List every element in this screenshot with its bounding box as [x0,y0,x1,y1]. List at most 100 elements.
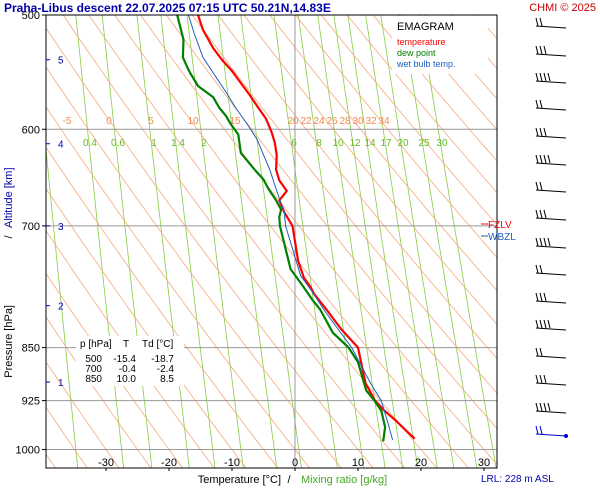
wind-barb-feather [535,72,539,82]
mixing-ratio-label: 0.6 [111,138,125,149]
wind-barb-shaft [535,107,567,111]
wind-barb-feather [543,72,547,82]
wind-barb-icon [535,45,567,57]
wind-barb-icon [535,72,567,84]
mixing-ratio-line [136,15,190,468]
legend-title: EMAGRAM [397,21,454,33]
mixing-ratio-line [160,15,216,468]
dry-adiabat-label: 24 [313,116,325,127]
wind-barb-shaft [535,355,567,359]
wind-barb-icon [535,347,567,359]
mixing-ratio-line [101,15,153,468]
y-axis-title-separator: / [3,235,15,239]
wind-barb-icon [535,402,567,414]
mixing-ratio-label: 1.4 [171,138,185,149]
wind-barb-feather [535,237,539,247]
wind-barb-feather [539,319,543,329]
dry-adiabat-line [114,15,469,468]
wind-barb-feather [535,45,539,55]
pressure-tick-label: 925 [22,396,40,408]
mixing-ratio-line [380,15,455,468]
mixing-ratio-label: 17 [380,138,392,149]
wind-barb-icon [535,292,567,304]
wind-barb-icon [535,374,567,386]
wind-barb-icon [535,425,568,438]
table-header-td: Td [°C] [142,339,173,350]
dry-adiabat-line [46,146,279,468]
profile-series [176,15,416,442]
wind-barb-shaft [535,53,567,57]
mixing-ratio-label: 6 [291,138,297,149]
wind-barb-icon [535,17,567,29]
wind-barb-feather [547,402,551,412]
mixing-ratio-line [333,15,404,468]
mixing-ratio-label: 8 [316,138,322,149]
y-axis-title-pressure: Pressure [hPa] [3,305,15,378]
pressure-tick-label: 500 [22,10,40,22]
wind-barb-feather [535,374,539,384]
wind-barb-shaft [535,272,567,276]
dry-adiabat-line [217,15,497,360]
dry-adiabat-line [46,27,374,468]
wind-barb-dot [564,434,568,438]
dry-adiabat-line [321,15,497,226]
wind-barb-shaft [535,433,567,437]
isoline-labels: -5 0 5 10 15 20 22 24 26 28 30 32 340.4 0.6 1 1.4 2 6 8 10 1… [63,116,448,149]
legend-temperature: temperature [397,37,446,47]
wind-barb-feather [539,347,543,357]
pressure-tick-label: 600 [22,124,40,136]
wind-barb-feather [547,72,551,82]
altitude-tick-label: 4 [58,140,64,151]
mixing-ratio-line [186,15,244,468]
table-background [76,336,184,386]
dry-adiabat-label: -5 [63,116,72,127]
wind-barb-icon [535,181,567,193]
x-axis-title-separator: / [287,474,291,486]
fzlv-label: FZLV [488,220,512,231]
dry-adiabat-line [46,272,183,468]
wind-barbs [535,17,568,438]
mixing-ratio-label: 20 [397,138,409,149]
wind-barb-shaft [535,382,567,386]
dry-adiabat-line [346,15,497,194]
wind-barb-feather [539,99,543,109]
mixing-ratio-label: 1 [151,138,157,149]
wind-barb-feather [539,292,543,302]
wind-barb-feather [543,154,547,164]
wind-barb-feather [543,209,547,219]
wind-barb-feather [535,425,539,435]
dry-adiabat-line [46,316,152,468]
table-cell: -0.4 [119,364,137,375]
dry-adiabat-line [88,15,438,468]
temperature-tick-label: 30 [478,457,490,469]
wind-barb-feather [535,319,539,329]
plot-frame [45,14,498,469]
legend-dew-point: dew point [397,48,436,58]
wind-barb-feather [539,17,543,27]
dry-adiabat-line [398,15,497,131]
dry-adiabat-line [140,15,497,465]
wbzl-label: WBZL [488,232,516,243]
wind-barb-feather [543,402,547,412]
wind-barb-shaft [535,410,567,414]
dry-adiabat-line [46,361,120,468]
mixing-ratio-lines [46,15,497,468]
wind-barb-feather [539,209,543,219]
mixing-ratio-line [75,15,124,468]
mixing-ratio-line [217,15,278,468]
dry-adiabat-label: 20 [287,116,299,127]
pressure-tick-label: 1000 [16,444,40,456]
table-cell: 8.5 [160,374,174,385]
dry-adiabat-line [46,66,342,468]
wind-barb-feather [543,292,547,302]
dry-adiabat-line [243,15,497,325]
wind-barb-icon [535,99,567,111]
altitude-tick-label: 1 [58,378,64,389]
wind-barb-feather [535,154,539,164]
wind-barb-feather [539,425,543,435]
dry-adiabat-label: 32 [365,116,377,127]
wind-barb-feather [535,17,539,27]
dry-adiabat-line [191,15,497,394]
